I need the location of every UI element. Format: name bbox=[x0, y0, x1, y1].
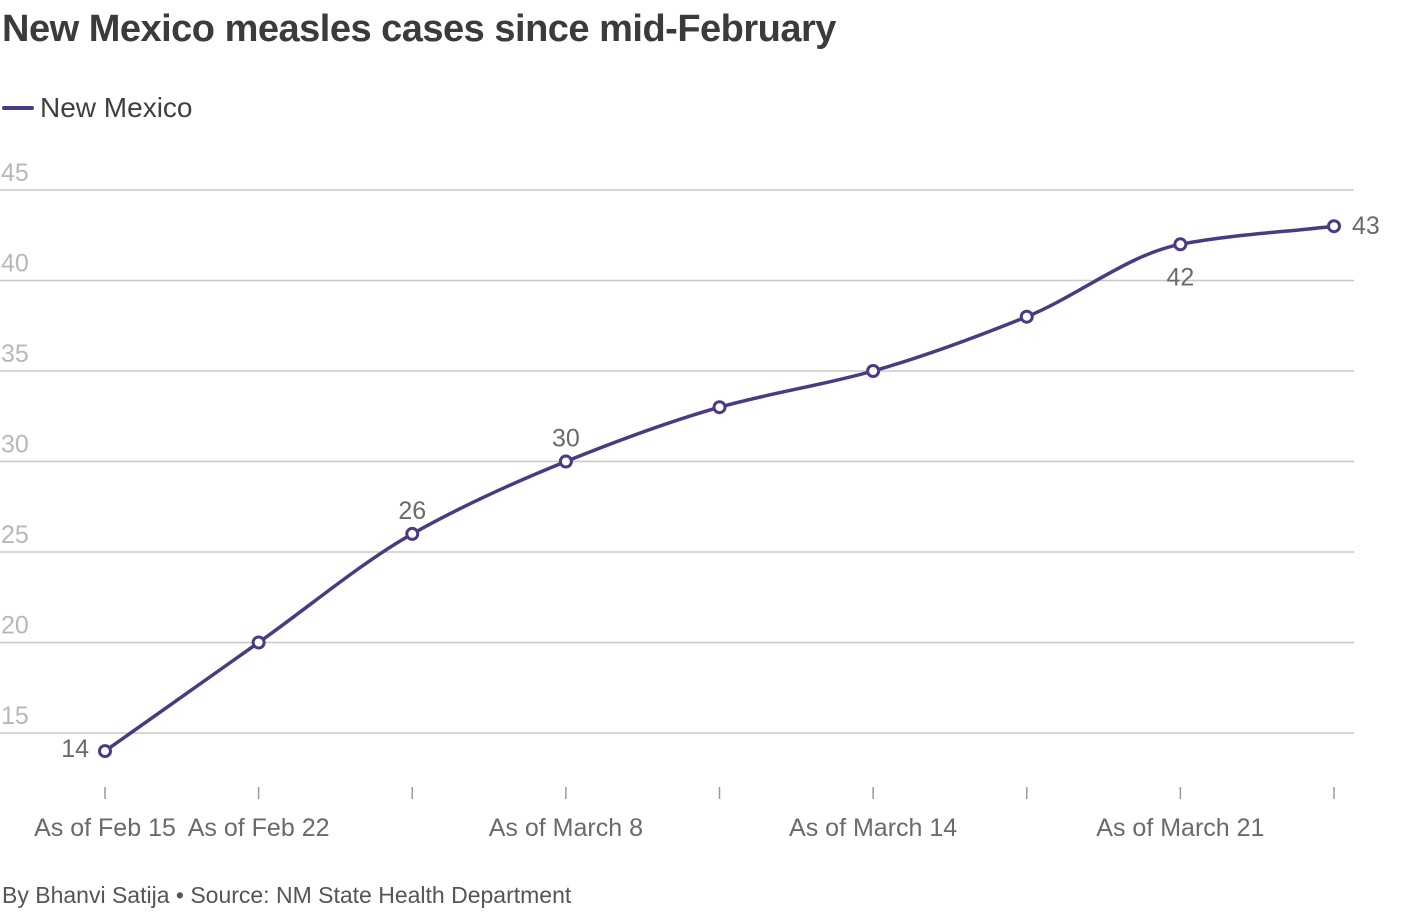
chart-title: New Mexico measles cases since mid-Febru… bbox=[2, 8, 836, 50]
data-label-0: 14 bbox=[61, 735, 89, 763]
y-tick-label-35: 35 bbox=[1, 340, 29, 368]
data-point-0 bbox=[98, 744, 112, 759]
data-point-4 bbox=[712, 400, 727, 415]
data-point-3 bbox=[558, 454, 573, 469]
data-label-2: 26 bbox=[398, 497, 426, 525]
x-tick-label-5: As of March 14 bbox=[789, 814, 957, 842]
y-tick-label-30: 30 bbox=[1, 431, 29, 459]
data-label-8: 43 bbox=[1352, 212, 1380, 240]
y-tick-label-45: 45 bbox=[1, 159, 29, 187]
data-label-3: 30 bbox=[552, 425, 580, 453]
data-point-5 bbox=[866, 364, 881, 378]
legend-swatch-new-mexico bbox=[2, 106, 34, 110]
x-tick-label-1: As of Feb 22 bbox=[188, 814, 330, 842]
data-label-7: 42 bbox=[1166, 263, 1194, 291]
y-tick-label-40: 40 bbox=[1, 250, 29, 278]
x-tick-label-3: As of March 8 bbox=[489, 814, 643, 842]
line-chart: 15 20 25 30 35 40 45 As of Feb 15 As of Feb 22 As… bbox=[0, 159, 1380, 842]
data-point-7 bbox=[1173, 237, 1188, 252]
y-tick-label-15: 15 bbox=[1, 702, 29, 730]
data-point-2 bbox=[405, 526, 420, 541]
y-tick-label-25: 25 bbox=[1, 521, 29, 549]
data-point-8 bbox=[1327, 219, 1341, 234]
y-tick-label-20: 20 bbox=[1, 612, 29, 640]
x-tick-label-7: As of March 21 bbox=[1096, 814, 1264, 842]
data-point-6 bbox=[1019, 309, 1034, 324]
legend: New Mexico bbox=[2, 92, 192, 124]
data-point-1 bbox=[251, 635, 266, 650]
source-credit: By Bhanvi Satija • Source: NM State Heal… bbox=[2, 882, 572, 908]
series-line-new-mexico bbox=[103, 224, 1336, 753]
x-tick-label-0: As of Feb 15 bbox=[34, 814, 176, 842]
legend-label-new-mexico: New Mexico bbox=[40, 92, 193, 123]
